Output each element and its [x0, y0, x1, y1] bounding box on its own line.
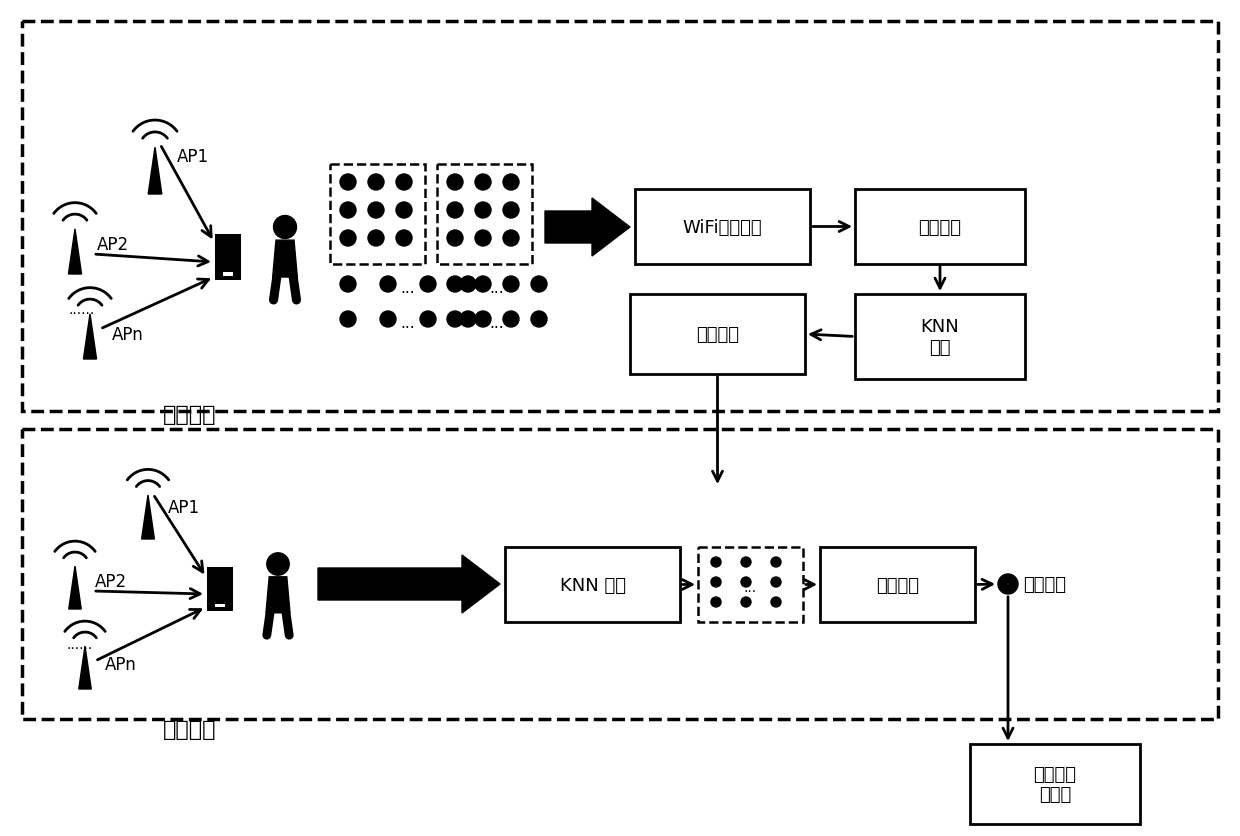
Bar: [330, 165, 425, 265]
Circle shape: [396, 175, 412, 191]
Circle shape: [340, 175, 356, 191]
Circle shape: [742, 578, 751, 588]
Circle shape: [396, 203, 412, 219]
Text: 播报控制
服务器: 播报控制 服务器: [1033, 765, 1076, 803]
Text: 最终位置: 最终位置: [1023, 575, 1066, 594]
Bar: [216, 604, 224, 608]
Circle shape: [503, 203, 520, 219]
Text: WiFi信号采集: WiFi信号采集: [683, 218, 763, 237]
Circle shape: [368, 231, 384, 247]
Circle shape: [503, 277, 520, 293]
Circle shape: [742, 558, 751, 568]
Circle shape: [475, 277, 491, 293]
Circle shape: [460, 312, 476, 328]
Circle shape: [446, 277, 463, 293]
Text: 在线阶段: 在线阶段: [164, 719, 217, 739]
Bar: [436, 165, 532, 265]
Bar: [22, 22, 1218, 411]
Circle shape: [503, 175, 520, 191]
Text: AP1: AP1: [167, 498, 200, 517]
Polygon shape: [79, 646, 92, 689]
Polygon shape: [68, 230, 82, 275]
Text: ...: ...: [401, 315, 415, 330]
Circle shape: [475, 231, 491, 247]
Circle shape: [771, 597, 781, 607]
Circle shape: [420, 312, 436, 328]
Text: APn: APn: [105, 655, 136, 673]
Polygon shape: [68, 567, 82, 609]
Polygon shape: [317, 555, 500, 614]
Circle shape: [446, 175, 463, 191]
Circle shape: [340, 312, 356, 328]
Circle shape: [340, 203, 356, 219]
Circle shape: [711, 578, 720, 588]
Polygon shape: [267, 577, 290, 613]
Text: 离线阶段: 离线阶段: [164, 405, 217, 425]
Circle shape: [742, 597, 751, 607]
Circle shape: [460, 277, 476, 293]
Circle shape: [368, 203, 384, 219]
Text: ......: ......: [69, 303, 95, 317]
Bar: [820, 548, 975, 622]
Circle shape: [396, 231, 412, 247]
Text: KNN
训练: KNN 训练: [920, 318, 960, 356]
Circle shape: [998, 574, 1018, 594]
Text: ...: ...: [744, 580, 758, 594]
Circle shape: [771, 558, 781, 568]
Text: 信号处理: 信号处理: [919, 218, 961, 237]
Circle shape: [340, 277, 356, 293]
Circle shape: [420, 277, 436, 293]
Circle shape: [274, 217, 296, 239]
Bar: [223, 273, 233, 277]
Bar: [856, 190, 1025, 265]
Bar: [207, 568, 233, 611]
Text: ...: ...: [490, 280, 505, 295]
Text: ......: ......: [67, 637, 93, 651]
Bar: [505, 548, 680, 622]
Bar: [635, 190, 810, 265]
Circle shape: [446, 231, 463, 247]
Text: AP1: AP1: [177, 148, 210, 166]
Circle shape: [475, 175, 491, 191]
Bar: [698, 548, 804, 622]
Circle shape: [475, 312, 491, 328]
Bar: [630, 294, 805, 375]
Bar: [970, 744, 1140, 824]
Circle shape: [379, 277, 396, 293]
Circle shape: [711, 558, 720, 568]
Text: 训练结果: 训练结果: [696, 325, 739, 344]
Circle shape: [446, 203, 463, 219]
Circle shape: [503, 312, 520, 328]
Circle shape: [446, 312, 463, 328]
Polygon shape: [141, 496, 155, 539]
Polygon shape: [273, 241, 298, 278]
Text: 强度匹配: 强度匹配: [875, 576, 919, 594]
Bar: [856, 294, 1025, 380]
Polygon shape: [546, 199, 630, 257]
Text: ...: ...: [490, 315, 505, 330]
Text: APn: APn: [112, 325, 144, 344]
Circle shape: [267, 553, 289, 575]
Polygon shape: [149, 148, 161, 195]
Circle shape: [340, 231, 356, 247]
Circle shape: [531, 277, 547, 293]
Text: AP2: AP2: [97, 236, 129, 253]
Circle shape: [379, 312, 396, 328]
Circle shape: [503, 231, 520, 247]
Text: KNN 预测: KNN 预测: [559, 576, 625, 594]
Text: ...: ...: [401, 280, 415, 295]
Text: AP2: AP2: [95, 573, 128, 590]
Circle shape: [368, 175, 384, 191]
Circle shape: [475, 203, 491, 219]
Bar: [215, 235, 242, 280]
Bar: [22, 430, 1218, 719]
Circle shape: [771, 578, 781, 588]
Circle shape: [711, 597, 720, 607]
Polygon shape: [83, 314, 97, 359]
Circle shape: [531, 312, 547, 328]
